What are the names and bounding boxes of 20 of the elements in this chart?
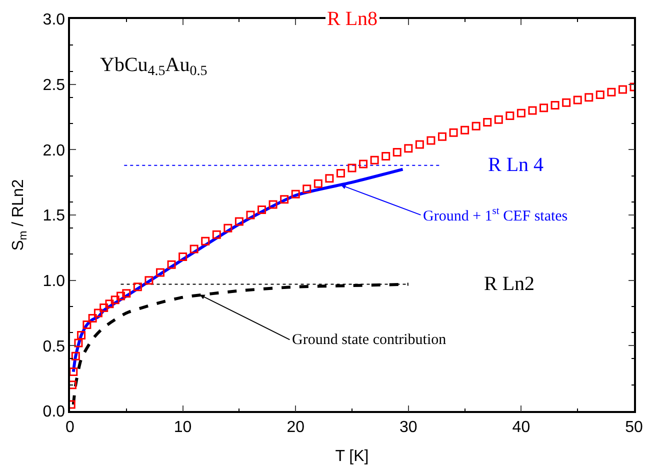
annotation: R Ln2	[484, 273, 535, 295]
annotation: R Ln 4	[488, 154, 544, 176]
y-tick-label: 0.5	[42, 338, 66, 356]
y-tick-label: 2.0	[42, 142, 66, 160]
x-axis-title: T [K]	[335, 448, 369, 466]
annotation: YbCu$_{4.5}$Au$_{0.5}$	[100, 54, 208, 80]
y-tick-label: 0.0	[42, 404, 66, 421]
y-tick-label: 3.0	[42, 12, 66, 29]
x-tick-label: 30	[400, 418, 418, 436]
y-tick-label: 2.5	[42, 76, 66, 94]
annotation: Ground state contribution	[292, 332, 447, 348]
x-tick-label: 40	[512, 418, 530, 436]
x-tick-label: 0	[66, 418, 75, 436]
annotation: R Ln8	[327, 8, 378, 30]
y-tick-label: 1.0	[42, 272, 66, 290]
x-tick-label: 20	[286, 418, 305, 436]
y-tick-label: 1.5	[42, 208, 66, 225]
annotation: Ground + 1$^{st}$ CEF states	[423, 206, 568, 224]
x-tick-label: 10	[174, 418, 192, 436]
x-tick-label: 50	[625, 418, 643, 436]
